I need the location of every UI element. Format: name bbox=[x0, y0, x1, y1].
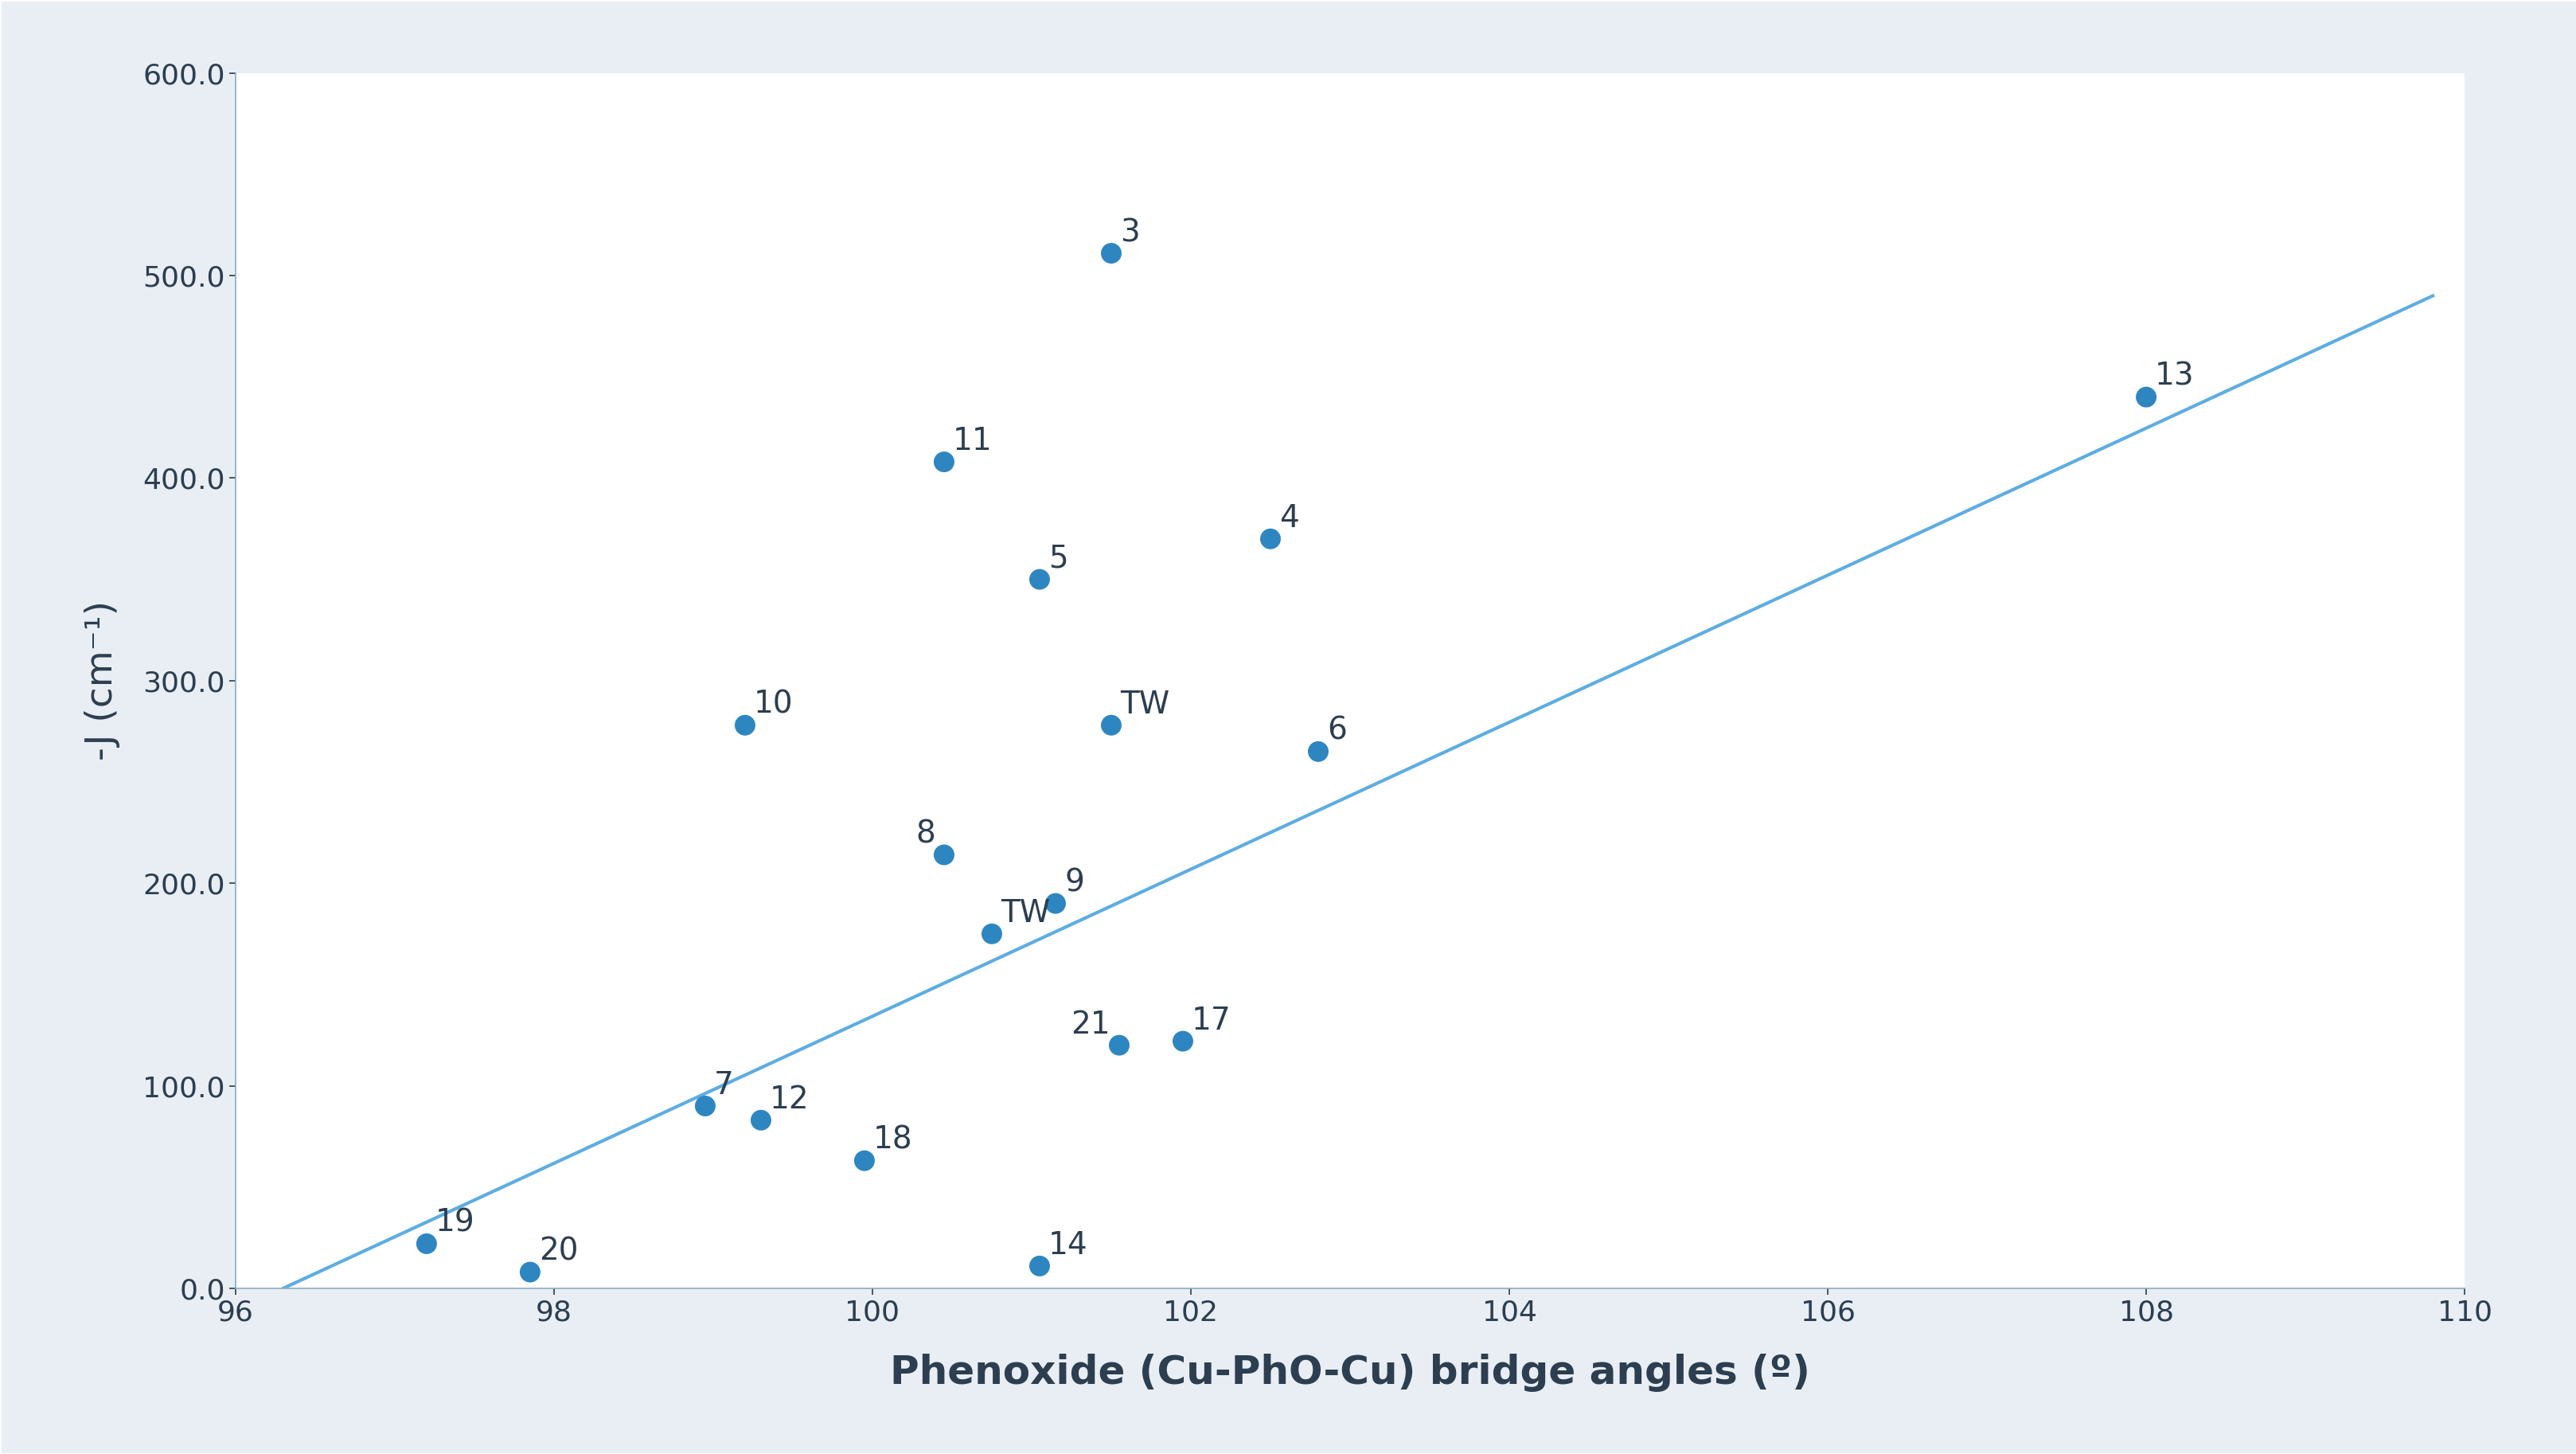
Text: 3: 3 bbox=[1121, 218, 1139, 247]
Text: 19: 19 bbox=[435, 1208, 474, 1239]
Point bbox=[739, 1108, 781, 1131]
Point bbox=[1298, 740, 1340, 763]
Text: 6: 6 bbox=[1327, 715, 1347, 746]
Point bbox=[922, 451, 963, 474]
Text: TW: TW bbox=[999, 899, 1051, 928]
Text: 18: 18 bbox=[873, 1125, 912, 1154]
Point bbox=[842, 1149, 884, 1172]
Text: 13: 13 bbox=[2154, 361, 2195, 391]
Point bbox=[724, 714, 765, 737]
Text: 17: 17 bbox=[1190, 1005, 1231, 1035]
Text: TW: TW bbox=[1121, 689, 1170, 720]
Text: 21: 21 bbox=[1072, 1009, 1110, 1040]
Point bbox=[1090, 241, 1131, 265]
Text: 20: 20 bbox=[538, 1236, 577, 1266]
Point bbox=[971, 922, 1012, 945]
Point bbox=[1018, 1255, 1059, 1278]
Point bbox=[1036, 891, 1077, 915]
Text: 14: 14 bbox=[1048, 1230, 1087, 1261]
Point bbox=[1097, 1034, 1139, 1057]
Text: 8: 8 bbox=[914, 819, 935, 849]
Point bbox=[1249, 528, 1291, 551]
Point bbox=[1162, 1029, 1203, 1053]
Point bbox=[2125, 385, 2166, 409]
Text: 10: 10 bbox=[755, 689, 793, 720]
Text: 11: 11 bbox=[953, 426, 992, 457]
Text: 7: 7 bbox=[714, 1070, 734, 1101]
Point bbox=[1018, 567, 1059, 590]
Point bbox=[922, 843, 963, 867]
Text: 5: 5 bbox=[1048, 544, 1066, 574]
X-axis label: Phenoxide (Cu-PhO-Cu) bridge angles (º): Phenoxide (Cu-PhO-Cu) bridge angles (º) bbox=[889, 1354, 1808, 1391]
Point bbox=[1090, 714, 1131, 737]
Point bbox=[685, 1095, 726, 1118]
Point bbox=[407, 1232, 448, 1255]
Point bbox=[510, 1261, 551, 1284]
Text: 12: 12 bbox=[770, 1085, 809, 1115]
Text: 9: 9 bbox=[1064, 868, 1084, 899]
Y-axis label: -J (cm⁻¹): -J (cm⁻¹) bbox=[85, 601, 121, 760]
Text: 4: 4 bbox=[1278, 503, 1298, 534]
